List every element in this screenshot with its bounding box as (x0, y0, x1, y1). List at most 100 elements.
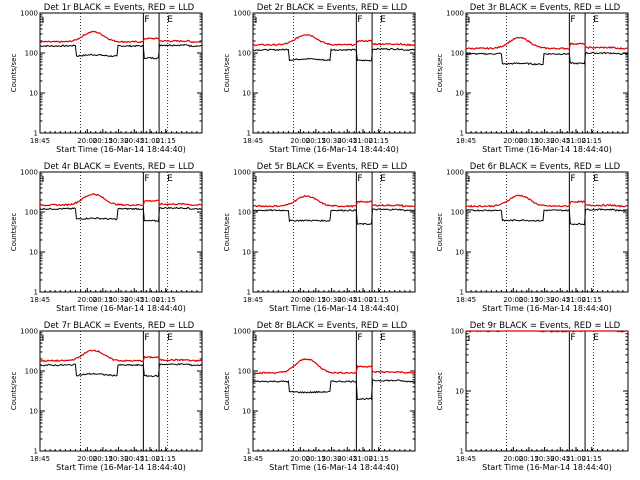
x-tick-label: 20:00 (503, 296, 523, 304)
y-tick-label: 1 (247, 448, 251, 456)
chart-title: Det 7r BLACK = Events, RED = LLD (44, 321, 195, 331)
y-tick-label: 10 (242, 408, 251, 416)
x-axis-label: Start Time (16-Mar-14 18:44:40) (482, 304, 612, 313)
y-tick-label: 10 (455, 388, 464, 396)
flag-label: F (357, 15, 362, 25)
events-series-line (253, 379, 416, 401)
y-tick-label: 100 (238, 209, 251, 217)
x-tick-label: 20:30 (321, 137, 341, 145)
lld-series-line (253, 34, 416, 47)
x-tick-label: 21:00 (566, 296, 586, 304)
y-axis-label: Counts/sec (10, 54, 18, 93)
y-axis-label: Counts/sec (436, 213, 444, 252)
x-axis-label: Start Time (16-Mar-14 18:44:40) (269, 145, 399, 154)
x-tick-label: 20:00 (290, 137, 310, 145)
flag-label: E (593, 333, 599, 343)
x-tick-label: 18:45 (456, 296, 476, 304)
x-tick-label: 21:15 (582, 296, 602, 304)
x-tick-label: 21:00 (140, 296, 160, 304)
x-tick-label: 21:15 (369, 296, 389, 304)
chart-title: Det 2r BLACK = Events, RED = LLD (257, 3, 408, 13)
flag-label: F (570, 15, 575, 25)
flag-label: E (380, 15, 386, 25)
events-series-line (39, 43, 203, 60)
y-tick-label: 1000 (446, 10, 464, 18)
x-tick-label: 21:00 (140, 455, 160, 463)
y-tick-label: 1000 (20, 10, 38, 18)
plot-frame (465, 330, 629, 452)
flag-label: F (570, 174, 575, 184)
x-axis-label: Start Time (16-Mar-14 18:44:40) (56, 463, 186, 472)
x-tick-label: 18:45 (243, 455, 263, 463)
flag-label: F (144, 333, 149, 343)
y-tick-label: 100 (238, 368, 251, 376)
x-axis-label: Start Time (16-Mar-14 18:44:40) (482, 463, 612, 472)
flag-label: F (144, 174, 149, 184)
y-axis-label: Counts/sec (10, 372, 18, 411)
y-tick-label: 1 (460, 448, 464, 456)
y-tick-label: 1 (247, 289, 251, 297)
x-tick-label: 20:45 (550, 137, 570, 145)
x-axis-label: Start Time (16-Mar-14 18:44:40) (56, 304, 186, 313)
y-tick-label: 1 (34, 130, 38, 138)
y-tick-label: 1 (34, 448, 38, 456)
x-tick-label: 20:15 (519, 296, 539, 304)
y-tick-label: 1 (247, 130, 251, 138)
lld-series-line (466, 36, 629, 50)
chart-panel-4: Det 4r BLACK = Events, RED = LLD 1 10 100 10… (10, 162, 203, 313)
x-tick-label: 20:30 (108, 455, 128, 463)
x-tick-label: 20:00 (503, 455, 523, 463)
x-tick-label: 20:45 (337, 137, 357, 145)
x-tick-label: 20:45 (550, 455, 570, 463)
x-tick-label: 20:15 (519, 455, 539, 463)
flag-label: E (593, 15, 599, 25)
chart-panel-1: Det 1r BLACK = Events, RED = LLD 1 10 100 10… (10, 3, 203, 154)
x-axis-label: Start Time (16-Mar-14 18:44:40) (482, 145, 612, 154)
x-tick-label: 18:45 (456, 137, 476, 145)
y-tick-label: 1 (34, 289, 38, 297)
plot-frame (39, 12, 203, 134)
y-axis-label: Counts/sec (223, 213, 231, 252)
x-tick-label: 20:15 (93, 455, 113, 463)
y-tick-label: 10 (29, 408, 38, 416)
x-tick-label: 21:15 (369, 137, 389, 145)
x-tick-label: 20:45 (550, 296, 570, 304)
x-tick-label: 20:15 (519, 137, 539, 145)
y-tick-label: 10 (242, 249, 251, 257)
x-tick-label: 20:30 (534, 296, 554, 304)
y-tick-label: 1000 (20, 169, 38, 177)
x-tick-label: 21:00 (566, 455, 586, 463)
x-axis-label: Start Time (16-Mar-14 18:44:40) (269, 304, 399, 313)
x-tick-label: 18:45 (243, 296, 263, 304)
x-tick-label: 21:15 (156, 296, 176, 304)
x-tick-label: 20:15 (306, 296, 326, 304)
x-tick-label: 20:30 (321, 296, 341, 304)
x-axis-label: Start Time (16-Mar-14 18:44:40) (56, 145, 186, 154)
events-series-line (465, 208, 629, 226)
chart-panel-3: Det 3r BLACK = Events, RED = LLD 1 10 100 10… (436, 3, 629, 154)
x-tick-label: 20:00 (77, 455, 97, 463)
events-series-line (39, 362, 203, 378)
y-axis-label: Counts/sec (223, 54, 231, 93)
events-series-line (252, 208, 416, 226)
lld-series-line (252, 358, 416, 375)
lld-series-line (39, 193, 203, 207)
y-tick-label: 10 (29, 249, 38, 257)
chart-title: Det 8r BLACK = Events, RED = LLD (257, 321, 408, 331)
x-tick-label: 21:00 (353, 455, 373, 463)
x-tick-label: 20:45 (337, 296, 357, 304)
x-tick-label: 18:45 (30, 296, 50, 304)
x-tick-label: 20:45 (124, 296, 144, 304)
y-tick-label: 100 (451, 50, 464, 58)
chart-title: Det 3r BLACK = Events, RED = LLD (470, 3, 621, 13)
plot-frame (252, 330, 416, 452)
y-axis-label: Counts/sec (10, 213, 18, 252)
x-tick-label: 20:30 (534, 455, 554, 463)
y-tick-label: 1000 (446, 169, 464, 177)
lld-series-line (39, 30, 203, 44)
x-tick-label: 20:00 (77, 137, 97, 145)
x-tick-label: 20:30 (534, 137, 554, 145)
chart-panel-8: Det 8r BLACK = Events, RED = LLD 1 10 100 10… (223, 321, 416, 472)
x-tick-label: 21:15 (156, 137, 176, 145)
